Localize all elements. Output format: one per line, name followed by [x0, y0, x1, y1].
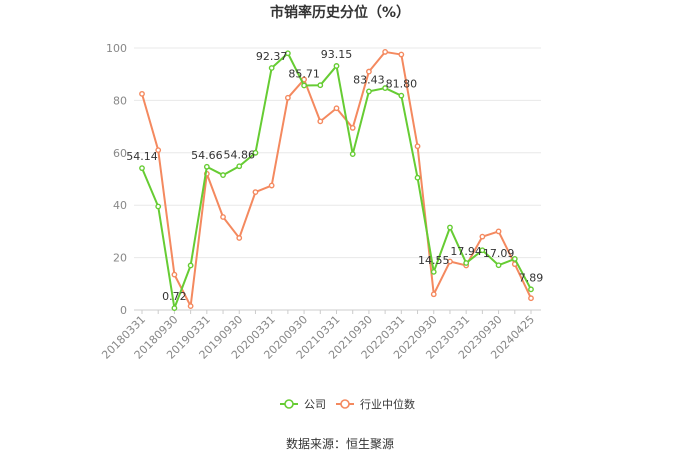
data-point-company — [268, 65, 275, 71]
y-tick-label: 80 — [113, 94, 127, 107]
data-point-company — [511, 256, 518, 262]
data-point-industry-median — [333, 105, 340, 112]
data-point-company — [366, 88, 372, 95]
data-label: 93.15 — [321, 48, 353, 61]
y-tick-label: 40 — [113, 199, 127, 212]
data-label: 81.80 — [386, 78, 418, 91]
data-point-company — [495, 262, 502, 269]
data-label: 54.14 — [126, 150, 158, 163]
y-tick-label: 60 — [113, 147, 127, 160]
data-point-industry-median — [382, 49, 389, 55]
legend-marker-industry-median — [340, 399, 350, 409]
data-point-company — [528, 286, 534, 293]
legend-marker-company — [284, 399, 294, 409]
data-point-industry-median — [284, 94, 291, 101]
data-point-industry-median — [187, 303, 194, 309]
data-point-industry-median — [220, 214, 226, 220]
data-point-industry-median — [349, 125, 356, 131]
data-point-company — [333, 63, 340, 69]
data-label: 14.55 — [418, 254, 450, 267]
data-point-company — [414, 174, 421, 181]
data-point-company — [447, 224, 453, 231]
data-point-industry-median — [447, 258, 453, 265]
series-line-industry-median — [141, 50, 532, 308]
data-label: 92.37 — [256, 50, 288, 63]
data-point-industry-median — [171, 271, 178, 278]
legend: 公司 行业中位数 — [280, 397, 415, 411]
data-point-industry-median — [414, 143, 421, 150]
data-point-company — [382, 85, 389, 91]
data-point-industry-median — [398, 51, 405, 58]
data-label: 85.71 — [288, 67, 320, 80]
data-point-industry-median — [317, 118, 324, 125]
data-point-industry-median — [430, 291, 437, 298]
data-label: 0.72 — [162, 290, 187, 303]
data-point-company — [187, 262, 194, 269]
data-point-company — [301, 82, 307, 89]
data-point-company — [203, 163, 210, 170]
series-line-company — [141, 52, 532, 310]
data-point-industry-median — [155, 147, 162, 154]
data-point-company — [139, 165, 145, 172]
data-point-company — [252, 149, 259, 156]
data-point-industry-median — [479, 233, 486, 240]
data-point-industry-median — [236, 235, 243, 241]
y-tick-label: 0 — [120, 304, 127, 317]
data-point-company — [284, 50, 291, 57]
chart-title: 市销率历史分位（%） — [270, 4, 410, 21]
data-label: 54.66 — [191, 149, 223, 162]
data-point-company — [171, 305, 178, 312]
data-point-industry-median — [268, 182, 275, 189]
data-point-company — [317, 82, 324, 89]
data-point-company — [463, 260, 470, 266]
y-tick-label: 100 — [106, 42, 127, 55]
data-point-company — [430, 268, 437, 275]
y-tick-label: 20 — [113, 252, 127, 265]
data-point-company — [479, 247, 486, 254]
data-point-company — [349, 151, 356, 158]
data-point-company — [398, 92, 405, 99]
data-point-industry-median — [528, 295, 534, 302]
data-label: 17.09 — [483, 247, 515, 260]
data-point-company — [220, 172, 226, 178]
legend-label-industry-median: 行业中位数 — [360, 397, 415, 411]
data-point-industry-median — [366, 68, 372, 75]
data-point-industry-median — [139, 90, 145, 97]
data-point-company — [236, 163, 243, 170]
legend-label-company: 公司 — [304, 398, 326, 411]
data-label: 17.94 — [450, 245, 482, 258]
source-note: 数据来源：恒生聚源 — [286, 436, 394, 451]
data-label: 54.86 — [224, 148, 256, 161]
data-point-company — [155, 203, 162, 210]
data-point-industry-median — [252, 189, 259, 196]
data-label: 7.89 — [519, 271, 544, 284]
series-lines — [139, 49, 534, 312]
data-label: 83.43 — [353, 73, 385, 86]
data-point-industry-median — [495, 228, 502, 235]
